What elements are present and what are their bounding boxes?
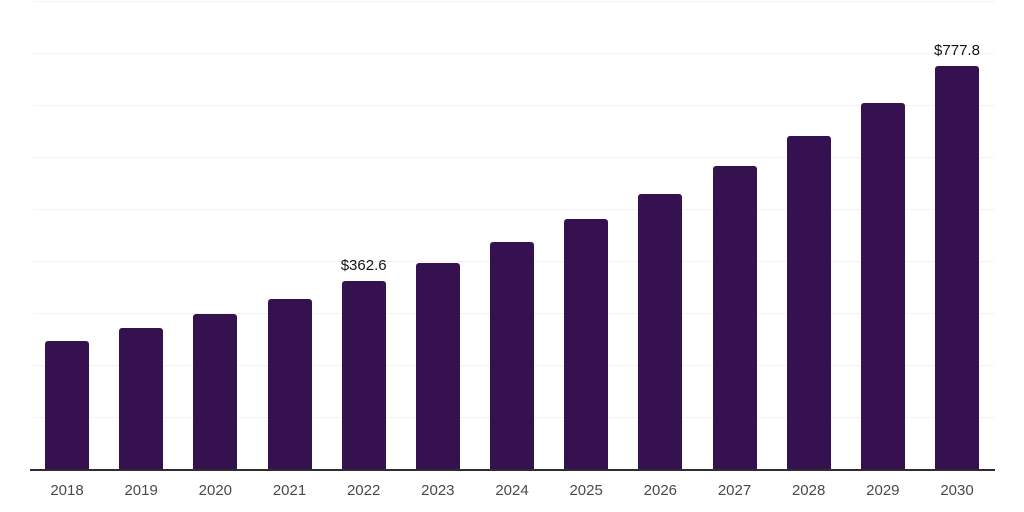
bar-2023: [415, 262, 460, 470]
bar-2021: [267, 298, 312, 470]
bar-2025: [564, 219, 609, 470]
bar-value-label-2030: $777.8: [934, 41, 980, 59]
x-tick-label-2019: 2019: [124, 482, 158, 499]
bar-2024: [490, 241, 534, 470]
x-tick-label-2027: 2027: [717, 482, 752, 499]
gridline: [33, 1, 994, 2]
bar-2027: [712, 166, 757, 470]
bar-2030: [935, 65, 979, 470]
bar-2018: [45, 341, 89, 470]
x-tick-label-2021: 2021: [272, 482, 307, 499]
gridline: [33, 53, 994, 54]
bar-2019: [119, 328, 164, 470]
bar-2028: [786, 135, 831, 470]
x-tick-label-2024: 2024: [495, 482, 529, 499]
gridline: [33, 209, 994, 210]
gridline: [33, 105, 994, 106]
x-axis-line: [30, 469, 995, 471]
x-tick-label-2023: 2023: [421, 482, 455, 499]
bar-2020: [193, 314, 238, 470]
bar-2029: [860, 102, 905, 470]
gridline: [33, 157, 994, 158]
bar-2022: [341, 281, 386, 470]
x-tick-label-2026: 2026: [643, 482, 678, 499]
x-tick-label-2018: 2018: [50, 482, 84, 499]
bar-value-label-2022: $362.6: [340, 257, 387, 275]
bar-2026: [638, 193, 683, 470]
x-tick-label-2020: 2020: [198, 482, 233, 499]
x-tick-label-2028: 2028: [791, 482, 826, 499]
x-tick-label-2025: 2025: [569, 482, 603, 499]
x-tick-label-2022: 2022: [346, 482, 381, 499]
x-tick-label-2030: 2030: [940, 482, 974, 499]
x-tick-label-2029: 2029: [866, 482, 900, 499]
